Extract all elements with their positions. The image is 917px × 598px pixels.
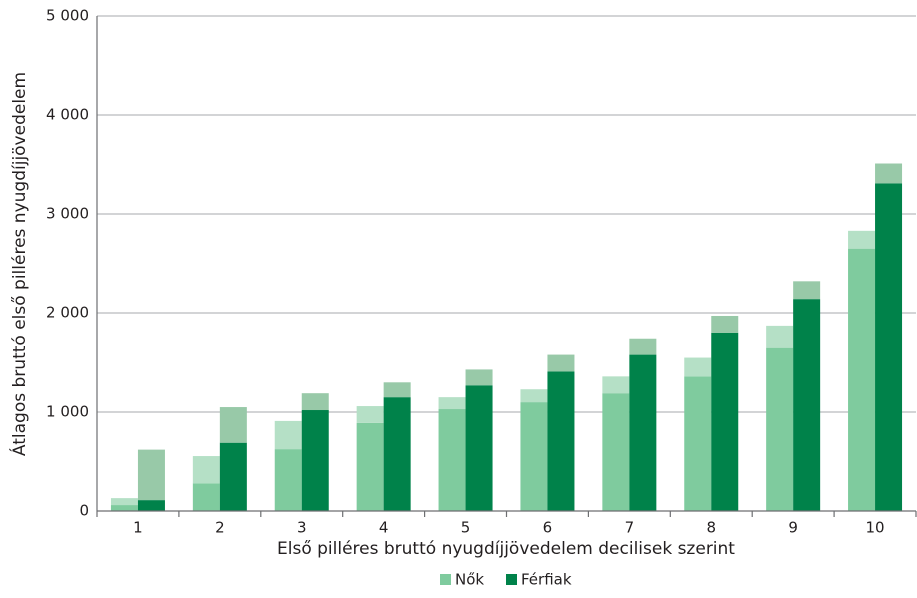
bar-top-segment	[356, 406, 384, 423]
x-tick-label: 5	[461, 519, 471, 537]
bar	[793, 299, 821, 511]
bar	[465, 385, 493, 511]
bar	[766, 347, 794, 511]
bar	[219, 442, 247, 511]
bar-top-segment	[137, 449, 165, 501]
y-axis-label: Átlagos bruttó első pilléres nyugdíjjöve…	[8, 72, 30, 456]
bar	[192, 483, 220, 511]
bar-top-segment	[465, 369, 493, 386]
x-tick-label: 4	[379, 519, 389, 537]
bar-top-segment	[274, 420, 302, 450]
bar-top-segment	[711, 315, 739, 333]
bar	[875, 183, 903, 511]
bar-top-segment	[192, 456, 220, 484]
legend-label: Nők	[455, 571, 484, 589]
bar-top-segment	[602, 376, 630, 394]
bar-top-segment	[301, 393, 329, 411]
y-tick-label: 4 000	[46, 106, 89, 124]
x-tick-label: 10	[866, 519, 885, 537]
bar-top-segment	[766, 325, 794, 348]
bar-top-segment	[110, 498, 138, 506]
bar	[711, 332, 739, 511]
bar	[602, 393, 630, 511]
bar-top-segment	[848, 230, 876, 249]
y-tick-label: 1 000	[46, 403, 89, 421]
bar	[274, 449, 302, 511]
bar-top-segment	[684, 357, 712, 377]
bar	[438, 409, 466, 511]
bar	[547, 371, 575, 511]
y-tick-label: 0	[79, 502, 89, 520]
bar-top-segment	[629, 338, 657, 355]
bar-top-segment	[547, 354, 575, 372]
bar	[848, 248, 876, 511]
y-tick-label: 2 000	[46, 304, 89, 322]
bar-top-segment	[875, 163, 903, 184]
bar	[684, 376, 712, 511]
y-tick-label: 3 000	[46, 205, 89, 223]
bar-top-segment	[438, 397, 466, 410]
bar	[383, 397, 411, 511]
bar	[629, 354, 657, 511]
bar	[356, 422, 384, 511]
bar-top-segment	[383, 382, 411, 398]
bar	[520, 402, 548, 511]
x-tick-label: 8	[706, 519, 716, 537]
bar	[301, 410, 329, 511]
bar-top-segment	[520, 389, 548, 403]
bar	[137, 500, 165, 511]
x-tick-label: 3	[297, 519, 307, 537]
legend-label: Férfiak	[521, 571, 572, 589]
bar	[110, 505, 138, 511]
bar-top-segment	[793, 281, 821, 300]
x-tick-label: 2	[215, 519, 225, 537]
x-tick-label: 1	[133, 519, 143, 537]
x-tick-label: 7	[625, 519, 635, 537]
bar-top-segment	[219, 407, 247, 443]
x-axis-label: Első pilléres bruttó nyugdíjjövedelem de…	[277, 539, 735, 559]
legend-swatch	[506, 574, 517, 585]
y-tick-label: 5 000	[46, 7, 89, 25]
x-tick-label: 6	[543, 519, 553, 537]
legend-swatch	[440, 574, 451, 585]
x-tick-label: 9	[788, 519, 798, 537]
